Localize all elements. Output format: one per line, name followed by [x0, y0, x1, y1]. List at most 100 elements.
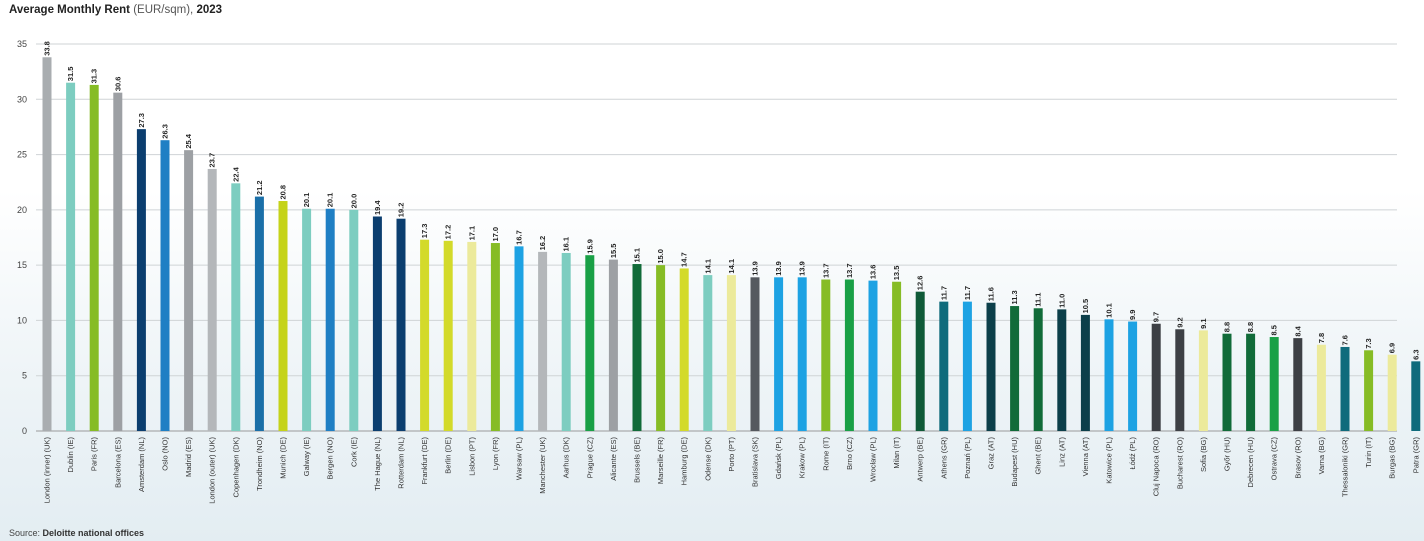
data-label: 17.3 [420, 224, 429, 239]
y-tick-label: 20 [17, 205, 27, 215]
bar [349, 209, 359, 431]
data-label: 19.2 [397, 203, 406, 218]
x-tick-label: Berlin (DE) [444, 437, 453, 474]
bar [1080, 314, 1090, 431]
x-tick-label: Wrocław (PL) [869, 437, 878, 482]
bar [1033, 308, 1043, 431]
bar [443, 240, 453, 431]
bar [514, 246, 524, 431]
y-tick-label: 25 [17, 150, 27, 160]
bar [278, 201, 288, 431]
bar [372, 216, 382, 431]
data-label: 16.2 [538, 236, 547, 251]
x-tick-label: Ghent (BE) [1034, 436, 1043, 474]
x-tick-label: Bucharest (RO) [1175, 437, 1184, 490]
x-tick-label: Budapest (HU) [1010, 437, 1019, 487]
x-tick-label: Győr (HU) [1223, 437, 1232, 472]
x-tick-label: Milan (IT) [892, 437, 901, 469]
x-tick-label: Copenhagen (DK) [231, 437, 240, 498]
data-label: 26.3 [161, 124, 170, 139]
bar [797, 277, 807, 431]
data-label: 8.5 [1270, 325, 1279, 335]
data-label: 27.3 [137, 113, 146, 128]
x-tick-label: Trondheim (NO) [255, 437, 264, 491]
x-tick-label: Manchester (UK) [538, 437, 547, 494]
data-label: 15.9 [585, 239, 594, 254]
bar [774, 277, 784, 431]
data-label: 7.3 [1364, 338, 1373, 348]
bar [89, 84, 99, 431]
source-note: Source: Deloitte national offices [9, 528, 144, 538]
data-label: 6.9 [1388, 343, 1397, 353]
bar [420, 239, 430, 431]
data-label: 9.7 [1152, 312, 1161, 322]
data-label: 10.5 [1081, 299, 1090, 314]
bar [1222, 333, 1232, 431]
data-label: 13.9 [751, 261, 760, 276]
bar [585, 255, 595, 431]
bar [184, 150, 194, 432]
x-tick-label: Amsterdam (NL) [137, 437, 146, 493]
bar [136, 129, 146, 431]
bar [868, 280, 878, 431]
x-tick-label: Patra (GR) [1411, 437, 1420, 474]
x-tick-label: Graz (AT) [987, 436, 996, 469]
bar [656, 265, 666, 431]
bar [160, 140, 170, 431]
x-tick-label: Thessaloniki (GR) [1341, 436, 1350, 497]
data-label: 7.8 [1317, 333, 1326, 343]
title-unit: (EUR/sqm), [133, 4, 194, 16]
data-label: 13.9 [798, 261, 807, 276]
title-year: 2023 [196, 4, 223, 16]
title-main: Average Monthly Rent [9, 4, 130, 16]
x-tick-label: Ostrava (CZ) [1270, 437, 1279, 481]
bar [821, 279, 831, 431]
x-tick-label: Madrid (ES) [184, 437, 193, 478]
x-tick-label: Turin (IT) [1364, 437, 1373, 468]
x-tick-label: Frankfurt (DE) [420, 437, 429, 485]
data-label: 17.1 [467, 226, 476, 241]
chart-title: Average Monthly Rent (EUR/sqm), 2023 [9, 4, 222, 16]
x-tick-label: London (inner) (UK) [43, 436, 52, 503]
data-label: 8.4 [1293, 325, 1302, 336]
x-tick-label: Antwerp (BE) [916, 437, 925, 482]
data-label: 20.1 [302, 193, 311, 208]
data-label: 20.1 [326, 193, 335, 208]
y-tick-label: 5 [22, 371, 27, 381]
bar [1128, 321, 1138, 431]
source-value: Deloitte national offices [42, 528, 145, 538]
x-tick-label: Varna (BG) [1317, 437, 1326, 475]
x-tick-label: Brussels (BE) [633, 436, 642, 482]
bar [1269, 337, 1279, 431]
x-tick-label: Alicante (ES) [609, 437, 618, 481]
bar [1010, 306, 1020, 431]
x-tick-label: Krakow (PL) [798, 437, 807, 479]
x-tick-label: Gdańsk (PL) [774, 437, 783, 480]
data-label: 8.8 [1246, 322, 1255, 332]
x-tick-label: Marseille (FR) [656, 437, 665, 485]
bar [396, 218, 406, 431]
x-tick-label: Linz (AT) [1057, 437, 1066, 467]
bar [325, 208, 335, 431]
bar [986, 302, 996, 431]
x-tick-label: Brno (CZ) [845, 437, 854, 470]
bar [467, 241, 477, 431]
bar [844, 279, 854, 431]
data-label: 14.1 [703, 259, 712, 274]
x-tick-label: Vienna (AT) [1081, 437, 1090, 477]
data-label: 31.5 [66, 67, 75, 82]
x-tick-label: Odense (DK) [703, 437, 712, 481]
data-label: 9.9 [1128, 310, 1137, 320]
x-tick-label: Paris (FR) [90, 437, 99, 472]
bar [66, 82, 76, 431]
data-label: 17.2 [444, 225, 453, 240]
data-label: 30.6 [113, 77, 122, 92]
x-tick-label: Rome (IT) [821, 436, 830, 470]
bar [42, 57, 52, 432]
data-label: 7.6 [1341, 335, 1350, 345]
x-tick-label: Oslo (NO) [161, 436, 170, 470]
data-label: 15.1 [633, 248, 642, 263]
y-tick-label: 10 [17, 315, 27, 325]
data-label: 13.5 [892, 266, 901, 281]
